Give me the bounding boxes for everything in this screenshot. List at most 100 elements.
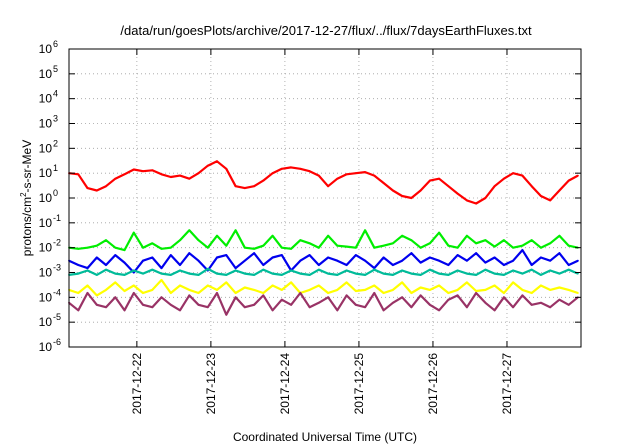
data-point — [290, 166, 292, 169]
data-point — [132, 292, 135, 294]
data-point — [558, 234, 561, 237]
data-point — [280, 167, 283, 170]
data-point — [327, 256, 329, 259]
data-point — [327, 292, 329, 294]
data-point — [280, 254, 283, 256]
data-point — [225, 274, 228, 276]
data-point — [466, 281, 468, 284]
data-point — [466, 259, 468, 262]
data-point — [253, 289, 256, 291]
x-tick-label: 2017-12-25 — [352, 353, 366, 415]
data-point — [299, 167, 302, 170]
data-point — [179, 239, 181, 242]
y-tick-base: 10 — [39, 191, 53, 205]
data-point — [410, 239, 413, 242]
data-point — [429, 303, 431, 306]
data-point — [262, 179, 265, 182]
data-point — [392, 189, 394, 192]
y-axis-label: protons/cm2-s-sr-MeV — [19, 140, 34, 256]
x-tick-label: 2017-12-26 — [426, 353, 440, 415]
data-point — [484, 268, 487, 271]
data-point — [345, 294, 348, 297]
data-point — [558, 189, 561, 192]
data-point — [484, 197, 487, 199]
y-tick-base: 10 — [39, 290, 53, 304]
data-point — [410, 292, 413, 294]
data-point — [114, 272, 117, 275]
data-point — [530, 303, 533, 306]
data-point — [225, 313, 228, 316]
data-point — [142, 303, 144, 306]
data-point — [253, 303, 256, 306]
data-point — [540, 301, 542, 304]
data-point — [429, 289, 431, 291]
data-point — [466, 306, 468, 309]
data-point — [567, 244, 570, 247]
data-point — [308, 242, 311, 245]
data-point — [327, 296, 329, 299]
y-tick-label: 10 — [39, 67, 53, 81]
data-point — [345, 281, 348, 284]
data-point — [392, 264, 394, 266]
data-point — [493, 256, 496, 259]
data-point — [105, 306, 107, 309]
data-point — [216, 272, 218, 275]
y-tick-base: 10 — [39, 315, 53, 329]
data-point — [271, 256, 274, 259]
data-point — [484, 289, 487, 291]
data-point — [225, 167, 228, 170]
series-0 — [68, 160, 579, 205]
data-point — [225, 281, 228, 284]
data-point — [308, 289, 311, 291]
data-point — [169, 246, 172, 249]
data-point — [271, 272, 274, 275]
data-point — [86, 292, 89, 294]
data-point — [540, 195, 542, 197]
data-point — [142, 259, 144, 262]
data-point — [447, 292, 450, 294]
y-tick-exponent: 4 — [53, 89, 58, 99]
data-point — [345, 245, 348, 248]
data-point — [382, 256, 385, 259]
data-point — [419, 246, 422, 249]
data-point — [419, 286, 422, 289]
y-tick-exponent: 2 — [53, 138, 58, 148]
data-point — [169, 303, 172, 306]
y-tick-exponent: -6 — [53, 337, 61, 347]
data-point — [234, 185, 237, 188]
data-point — [95, 189, 98, 192]
data-point — [179, 264, 181, 266]
data-point — [216, 289, 218, 291]
y-tick-base: 10 — [39, 340, 53, 354]
y-tick-exponent: 5 — [53, 64, 58, 74]
data-point — [77, 292, 80, 294]
data-point — [234, 229, 237, 232]
data-point — [188, 177, 191, 180]
series-line — [68, 267, 579, 276]
data-point — [577, 259, 579, 262]
data-point — [86, 267, 89, 269]
y-tick-label: 10 — [39, 241, 53, 255]
y-axis-label-sup: 2 — [19, 192, 28, 197]
x-axis-label: Coordinated Universal Time (UTC) — [233, 430, 417, 444]
data-point — [132, 284, 135, 287]
data-point — [475, 292, 477, 294]
data-point — [373, 267, 376, 269]
data-point — [364, 306, 366, 309]
data-point — [114, 177, 117, 180]
data-point — [132, 271, 135, 274]
y-tick-label: 10 — [39, 42, 53, 56]
x-tick-label: 2017-12-24 — [278, 353, 292, 415]
y-tick-label: 10 — [39, 141, 53, 155]
data-point — [216, 292, 218, 294]
data-point — [429, 256, 431, 259]
data-point — [567, 289, 570, 291]
data-point — [95, 256, 98, 259]
data-point — [401, 296, 403, 299]
data-point — [373, 174, 376, 177]
data-point — [336, 244, 339, 247]
data-point — [456, 192, 459, 195]
data-point — [364, 289, 366, 291]
y-tick-base: 10 — [39, 141, 53, 155]
data-point — [160, 279, 163, 281]
